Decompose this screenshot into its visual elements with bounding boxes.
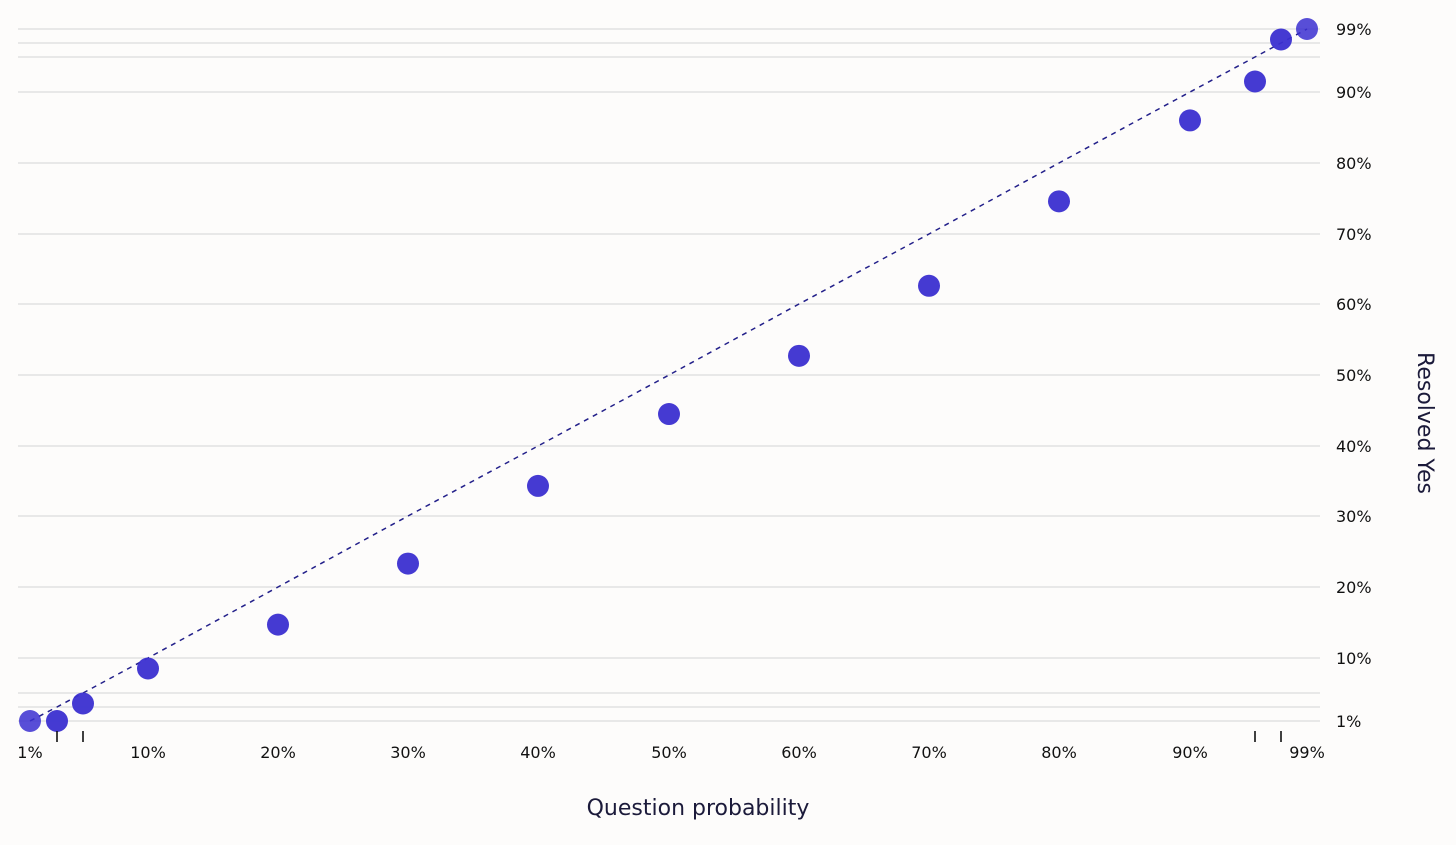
grid-lines: [18, 28, 1320, 722]
data-point: [19, 710, 41, 732]
y-tick-label-60pct: 60%: [1336, 295, 1372, 314]
x-tick-label-20pct: 20%: [260, 743, 296, 762]
data-points: [19, 18, 1318, 732]
y-tick-label-10pct: 10%: [1336, 649, 1372, 668]
y-tick-label-70pct: 70%: [1336, 225, 1372, 244]
perfect-calibration-line: [29, 28, 1308, 722]
y-tick-label-50pct: 50%: [1336, 366, 1372, 385]
data-point: [267, 613, 289, 636]
x-tick-label-10pct: 10%: [130, 743, 166, 762]
y-tick-label-20pct: 20%: [1336, 578, 1372, 597]
reference-line-layer: [29, 28, 1308, 722]
x-tick-label-30pct: 30%: [390, 743, 426, 762]
x-tick-label-60pct: 60%: [781, 743, 817, 762]
y-tick-label-30pct: 30%: [1336, 507, 1372, 526]
y-tick-label-40pct: 40%: [1336, 437, 1372, 456]
y-axis-title: Resolved Yes: [1412, 352, 1437, 494]
data-point: [46, 710, 68, 732]
data-point: [1270, 28, 1292, 51]
data-point: [137, 657, 159, 680]
data-point: [658, 403, 680, 426]
x-tick-label-90pct: 90%: [1172, 743, 1208, 762]
data-point: [788, 344, 810, 367]
data-point: [397, 552, 419, 575]
x-tick-label-99pct: 99%: [1289, 743, 1325, 762]
x-tick-label-70pct: 70%: [911, 743, 947, 762]
x-tick-label-1pct: 1%: [17, 743, 42, 762]
x-tick-label-80pct: 80%: [1041, 743, 1077, 762]
data-point: [1179, 109, 1201, 132]
y-tick-label-1pct: 1%: [1336, 712, 1361, 731]
data-point: [527, 474, 549, 497]
data-point: [72, 692, 94, 715]
data-point: [1244, 70, 1266, 93]
y-tick-label-99pct: 99%: [1336, 20, 1372, 39]
y-tick-label-90pct: 90%: [1336, 83, 1372, 102]
data-point: [1296, 18, 1318, 40]
x-axis-title: Question probability: [587, 796, 810, 821]
data-point: [918, 274, 940, 297]
y-axis-ticks: 1% 10% 20% 30% 40% 50% 60% 70% 80% 90% 99%: [1336, 20, 1372, 731]
x-axis-ticks: 1% 10% 20% 30% 40% 50% 60% 70% 80% 90% 99%: [17, 731, 1325, 762]
y-tick-label-80pct: 80%: [1336, 154, 1372, 173]
x-tick-label-40pct: 40%: [520, 743, 556, 762]
x-tick-label-50pct: 50%: [651, 743, 687, 762]
data-point: [1048, 190, 1070, 213]
